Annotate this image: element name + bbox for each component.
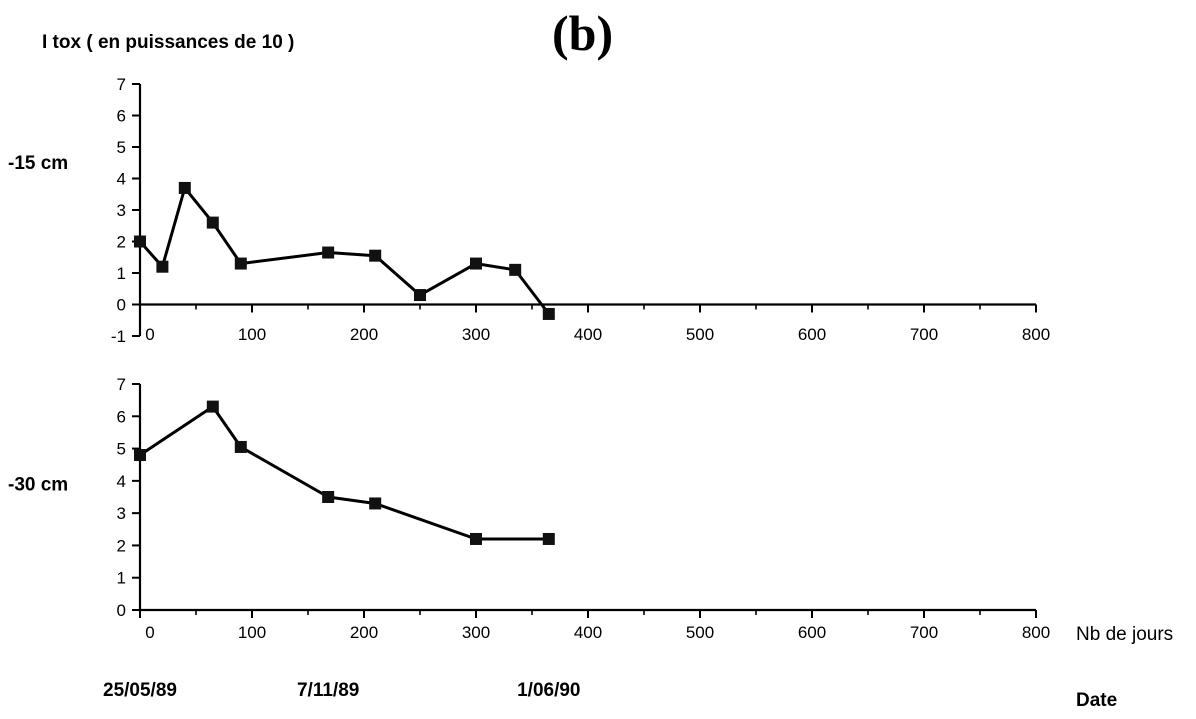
data-point — [156, 260, 169, 273]
data-point — [234, 440, 247, 453]
x-tick-label: 700 — [910, 623, 938, 642]
y-tick-label: 3 — [117, 504, 126, 523]
row-label: -15 cm — [8, 153, 68, 174]
data-point — [369, 497, 382, 510]
x-tick-label: 800 — [1022, 325, 1050, 344]
y-tick-label: 4 — [117, 472, 126, 491]
x-tick-label: 600 — [798, 623, 826, 642]
row-label: -30 cm — [8, 475, 68, 496]
data-point — [369, 249, 382, 262]
x-tick-label: 700 — [910, 325, 938, 344]
x-axis-label: Nb de jours — [1076, 624, 1173, 645]
y-tick-label: 0 — [117, 296, 126, 315]
series-line — [138, 186, 550, 315]
series-line — [139, 405, 549, 541]
y-tick-label: 1 — [117, 569, 126, 588]
y-tick-label: 0 — [117, 601, 126, 620]
y-tick-label: 5 — [117, 138, 126, 157]
x-tick-label: 0 — [145, 623, 154, 642]
x-tick-label: 200 — [350, 623, 378, 642]
y-tick-label: 3 — [117, 201, 126, 220]
y-tick-label: -1 — [111, 327, 126, 346]
x-tick-label: 300 — [462, 623, 490, 642]
y-tick-label: 5 — [117, 440, 126, 459]
data-point — [414, 289, 426, 302]
data-point — [134, 449, 146, 462]
x-tick-label: 400 — [574, 325, 602, 344]
data-point — [322, 491, 335, 503]
y-tick-label: 7 — [117, 375, 126, 394]
x-tick-label: 500 — [686, 623, 714, 642]
data-point — [206, 216, 219, 229]
data-point — [470, 532, 482, 545]
x-tick-label: 500 — [686, 325, 714, 344]
y-tick-label: 6 — [117, 107, 126, 126]
y-tick-label: 7 — [117, 75, 126, 94]
date-label: 7/11/89 — [297, 680, 359, 701]
data-point — [542, 532, 555, 545]
y-tick-label: 2 — [117, 536, 126, 555]
panel-label: (b) — [552, 5, 613, 61]
date-axis-label: Date — [1076, 690, 1117, 711]
x-tick-label: 400 — [574, 623, 602, 642]
data-point — [234, 257, 247, 270]
date-label: 25/05/89 — [103, 680, 177, 701]
y-tick-label: 2 — [117, 233, 126, 252]
data-point — [509, 263, 522, 276]
data-point — [178, 181, 191, 194]
date-label: 1/06/90 — [517, 680, 580, 701]
x-tick-label: 100 — [238, 623, 266, 642]
y-axis-title: I tox ( en puissances de 10 ) — [42, 32, 294, 53]
y-tick-label: 6 — [117, 407, 126, 426]
x-tick-label: 0 — [145, 325, 154, 344]
y-tick-label: 1 — [117, 264, 126, 283]
x-tick-label: 800 — [1022, 623, 1050, 642]
data-point — [134, 235, 146, 248]
data-point — [470, 257, 482, 270]
data-point — [322, 246, 335, 259]
y-tick-label: 4 — [117, 170, 126, 189]
x-tick-label: 300 — [462, 325, 490, 344]
x-tick-label: 100 — [238, 325, 266, 344]
data-point — [206, 400, 219, 413]
x-tick-label: 200 — [350, 325, 378, 344]
x-tick-label: 600 — [798, 325, 826, 344]
data-point — [542, 307, 555, 320]
